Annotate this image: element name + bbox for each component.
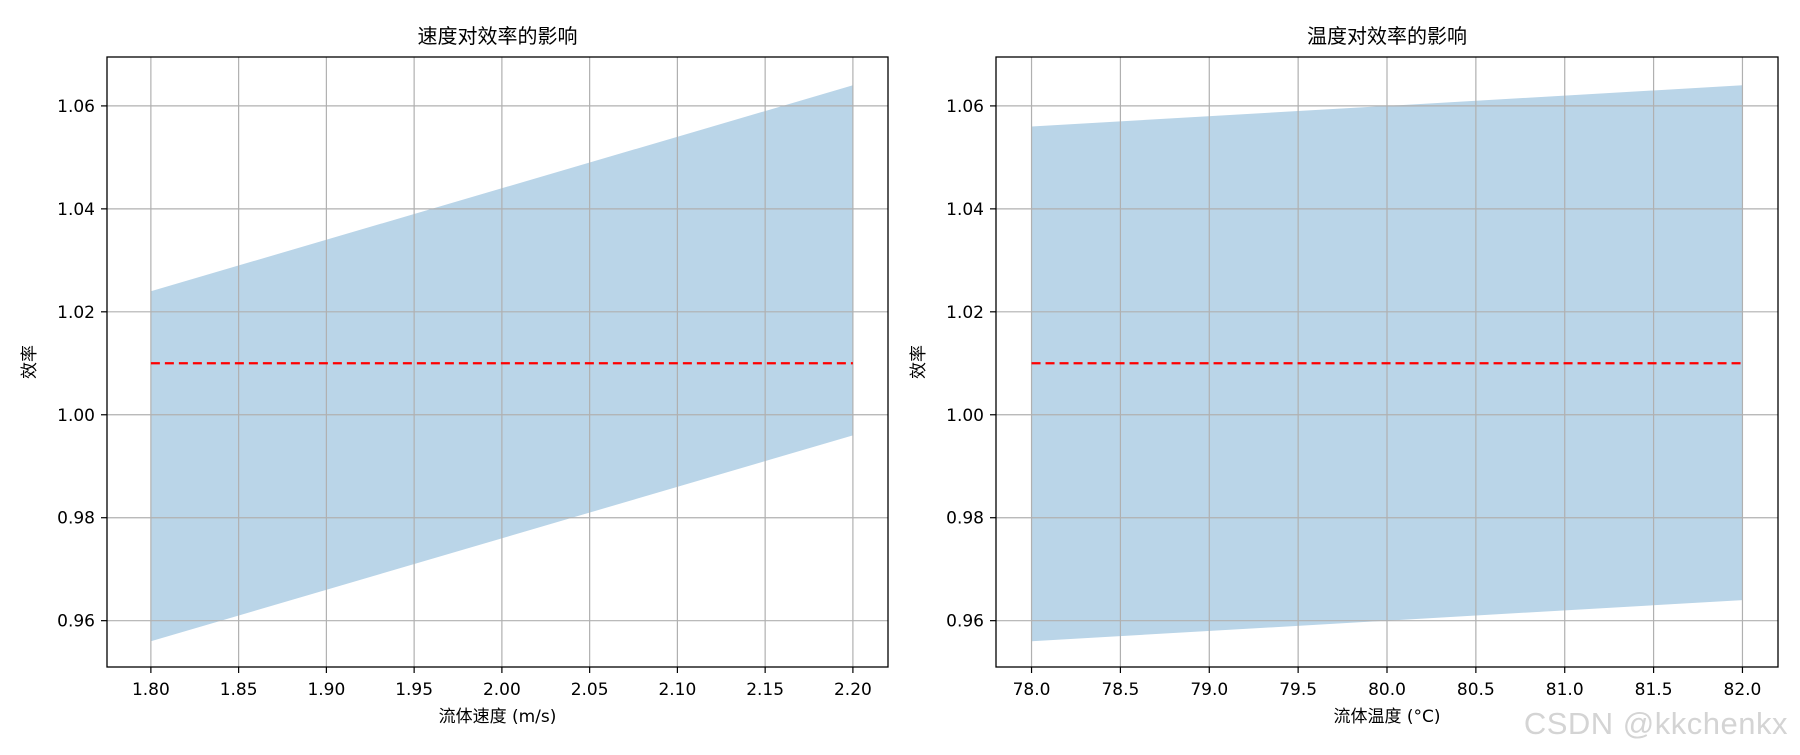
y-tick-label: 1.00 — [57, 406, 95, 426]
x-tick-label: 2.05 — [571, 680, 609, 700]
x-tick-label: 78.5 — [1101, 680, 1139, 700]
x-tick-label: 2.20 — [834, 680, 872, 700]
x-tick-label: 1.90 — [307, 680, 345, 700]
x-axis-label: 流体温度 (°C) — [1333, 707, 1440, 727]
x-tick-label: 2.15 — [746, 680, 784, 700]
y-tick-label: 1.06 — [946, 97, 984, 117]
x-tick-label: 1.95 — [395, 680, 433, 700]
chart-title: 温度对效率的影响 — [1307, 24, 1467, 48]
x-axis-label: 流体速度 (m/s) — [439, 707, 557, 727]
x-tick-label: 1.80 — [132, 680, 170, 700]
x-tick-label: 2.00 — [483, 680, 521, 700]
x-tick-label: 82.0 — [1724, 680, 1762, 700]
chart-title: 速度对效率的影响 — [418, 24, 578, 48]
y-tick-label: 0.96 — [57, 612, 95, 632]
y-axis-label: 效率 — [20, 345, 40, 379]
y-tick-label: 0.98 — [57, 509, 95, 529]
watermark: CSDN @kkchenkx — [1523, 706, 1788, 741]
chart-panel-1: 1.80 1.85 1.90 1.95 2.00 2.05 2.10 2.15 2.20 0.96… — [20, 24, 889, 727]
y-tick-label: 0.98 — [946, 509, 984, 529]
y-tick-label: 1.00 — [946, 406, 984, 426]
x-tick-label: 81.5 — [1635, 680, 1673, 700]
y-tick-label: 1.04 — [946, 200, 984, 220]
x-tick-label: 81.0 — [1546, 680, 1584, 700]
y-tick-label: 0.96 — [946, 612, 984, 632]
y-tick-label: 1.06 — [57, 97, 95, 117]
x-tick-label: 80.0 — [1368, 680, 1406, 700]
x-tick-label: 1.85 — [220, 680, 258, 700]
x-tick-label: 80.5 — [1457, 680, 1495, 700]
x-tick-label: 79.0 — [1190, 680, 1228, 700]
x-tick-label: 78.0 — [1013, 680, 1051, 700]
y-axis-label: 效率 — [909, 345, 929, 379]
y-tick-label: 1.04 — [57, 200, 95, 220]
chart-panel-2: 78.0 78.5 79.0 79.5 80.0 80.5 81.0 81.5 82.0 0.96… — [909, 24, 1779, 727]
x-tick-label: 2.10 — [658, 680, 696, 700]
y-tick-label: 1.02 — [946, 303, 984, 323]
axes-frame — [106, 56, 889, 668]
y-tick-label: 1.02 — [57, 303, 95, 323]
x-tick-label: 79.5 — [1279, 680, 1317, 700]
